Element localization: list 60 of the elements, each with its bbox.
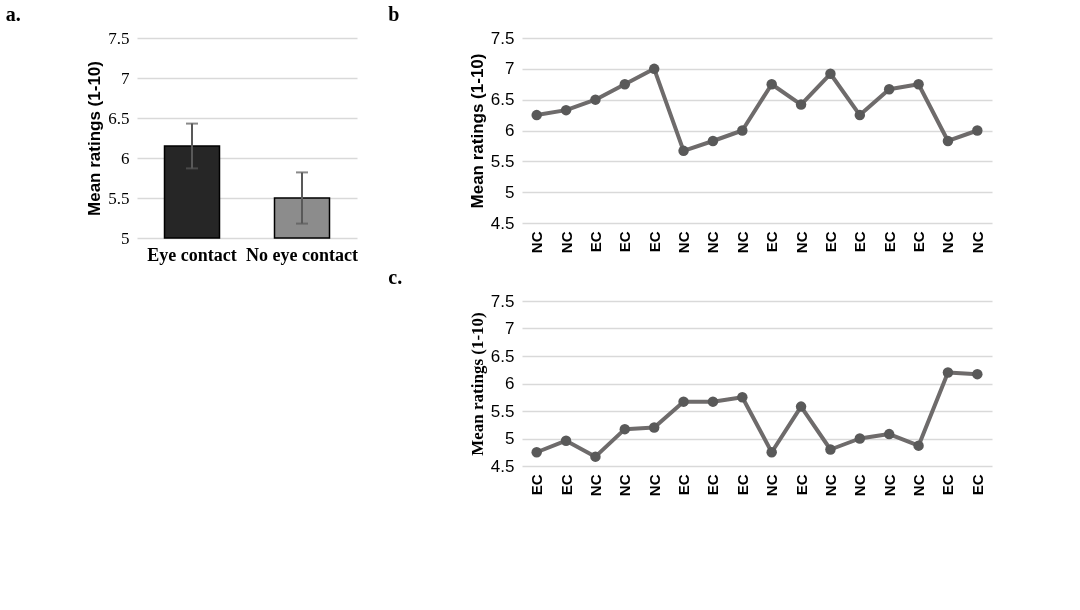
y-axis-title: Mean ratings (1-10) (467, 312, 487, 456)
x-tick-label: NC (557, 231, 575, 254)
x-tick-label: EC (586, 231, 604, 253)
x-tick-label: NC (645, 474, 663, 497)
x-tick-label: NC (939, 231, 957, 254)
x-tick-label: EC (733, 474, 751, 496)
x-tick-label: EC (763, 231, 781, 253)
y-tick-label: 6.5 (490, 346, 515, 366)
x-tick-label: EC (557, 474, 575, 496)
y-tick-label: 4.5 (490, 213, 515, 233)
y-tick-label: 5.5 (108, 188, 130, 208)
y-tick-label: 6 (505, 374, 515, 393)
y-tick-label: 7 (505, 59, 515, 79)
y-tick-label: 6 (505, 121, 515, 140)
x-tick-label: EC (792, 474, 810, 496)
x-tick-label: EC (645, 231, 663, 253)
y-axis-title: Mean ratings (1-10) (467, 53, 487, 209)
chart-title: c. (388, 266, 403, 288)
y-tick-label: 6.5 (490, 90, 515, 110)
x-tick-label: NC (792, 231, 810, 254)
x-tick-label: NC (616, 474, 634, 497)
x-tick-label: NC (586, 474, 604, 497)
y-tick-label: 4.5 (490, 456, 515, 476)
x-tick-label: No eye contact (246, 244, 358, 265)
x-tick-label: EC (910, 231, 928, 253)
y-tick-label: 7.5 (490, 291, 515, 311)
x-tick-label: EC (616, 231, 634, 253)
x-tick-label: NC (910, 474, 928, 497)
x-tick-label: EC (851, 231, 869, 253)
x-tick-label: NC (675, 231, 693, 254)
x-tick-label: EC (704, 474, 722, 496)
y-tick-label: 5 (505, 182, 515, 202)
y-tick-label: 7.5 (490, 28, 515, 48)
x-tick-label: EC (528, 474, 546, 496)
x-tick-label: EC (675, 474, 693, 496)
x-tick-label: NC (704, 231, 722, 254)
x-tick-label: EC (880, 231, 898, 253)
x-tick-label: EC (821, 231, 839, 253)
x-tick-label: EC (939, 474, 957, 496)
y-tick-label: 5 (121, 228, 130, 248)
y-tick-label: 6.5 (108, 108, 130, 128)
x-tick-label: EC (968, 474, 986, 496)
x-tick-label: NC (821, 474, 839, 497)
y-tick-label: 5 (505, 429, 515, 448)
y-tick-label: 5.5 (490, 151, 515, 171)
x-tick-label: Eye contact (147, 244, 237, 265)
y-axis-title: Mean ratings (1-10) (85, 61, 105, 216)
x-tick-label: NC (733, 231, 751, 254)
x-tick-label: NC (880, 474, 898, 497)
chart-title: b (388, 3, 400, 25)
y-tick-label: 7.5 (108, 28, 130, 48)
y-tick-label: 7 (505, 319, 515, 338)
x-tick-label: NC (763, 474, 781, 497)
x-tick-label: NC (968, 231, 986, 254)
y-tick-label: 7 (121, 68, 130, 88)
chart-title: a. (5, 3, 21, 25)
y-tick-label: 6 (121, 148, 130, 168)
x-tick-label: NC (851, 474, 869, 497)
y-tick-label: 5.5 (490, 401, 515, 421)
x-tick-label: NC (528, 231, 546, 254)
